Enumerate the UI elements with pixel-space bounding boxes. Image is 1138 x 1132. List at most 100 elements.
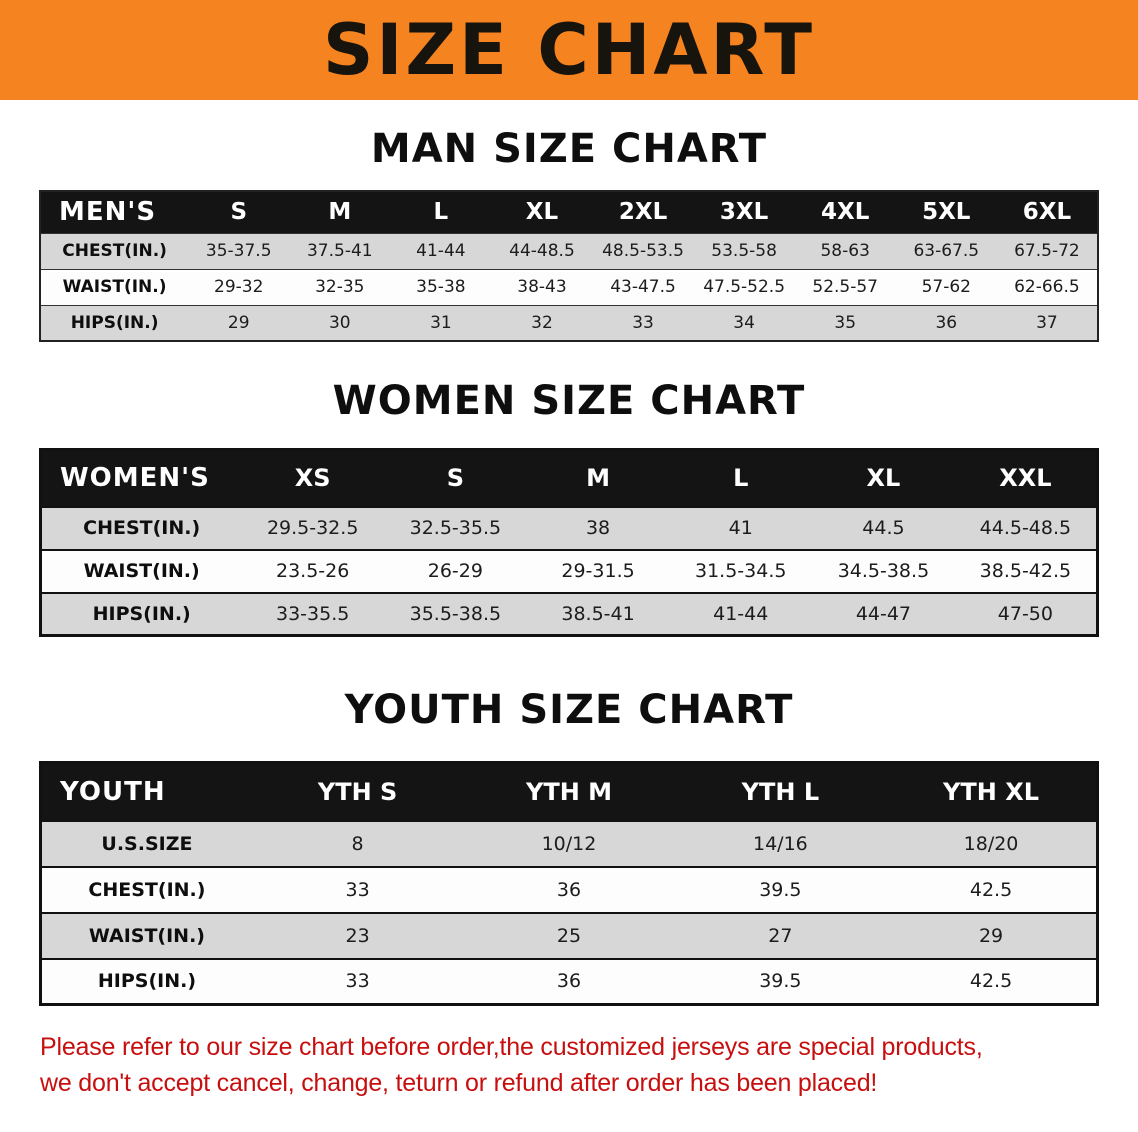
row-label: HIPS(IN.) [40, 957, 252, 1005]
cell: 44.5-48.5 [954, 505, 1098, 550]
mens-size-table: MEN'S S M L XL 2XL 3XL 4XL 5XL 6XL CHEST… [39, 190, 1099, 342]
table-row: U.S.SIZE 8 10/12 14/16 18/20 [40, 819, 1098, 867]
cell: 18/20 [886, 819, 1098, 867]
cell: 32.5-35.5 [384, 505, 527, 550]
table-row: WAIST(IN.) 23 25 27 29 [40, 911, 1098, 959]
cell: 43-47.5 [592, 268, 694, 305]
womens-size-table: WOMEN'S XS S M L XL XXL CHEST(IN.) 29.5-… [39, 448, 1099, 637]
cell: 34.5-38.5 [812, 548, 955, 593]
row-label: CHEST(IN.) [40, 865, 252, 913]
cell: 47-50 [954, 591, 1098, 636]
row-label: HIPS(IN.) [40, 591, 242, 636]
row-label: CHEST(IN.) [40, 232, 189, 269]
cell: 58-63 [794, 232, 896, 269]
cell: 25 [463, 911, 675, 959]
col-header: 4XL [794, 191, 896, 233]
cell: 52.5-57 [794, 268, 896, 305]
row-label: HIPS(IN.) [40, 304, 189, 341]
cell: 39.5 [674, 957, 887, 1005]
cell: 29.5-32.5 [241, 505, 385, 550]
col-header: XS [241, 449, 385, 507]
cell: 29-31.5 [526, 548, 670, 593]
cell: 30 [289, 304, 391, 341]
col-header: 6XL [996, 191, 1098, 233]
col-header: 2XL [592, 191, 694, 233]
cell: 41-44 [669, 591, 813, 636]
cell: 14/16 [674, 819, 887, 867]
womens-table-label: WOMEN'S [40, 449, 242, 507]
cell: 33 [592, 304, 694, 341]
womens-header-row: WOMEN'S XS S M L XL XXL [40, 449, 1098, 507]
man-size-chart-heading: MAN SIZE CHART [370, 126, 768, 172]
cell: 32 [491, 304, 593, 341]
youth-header-row: YOUTH YTH S YTH M YTH L YTH XL [40, 762, 1098, 821]
cell: 23 [251, 911, 464, 959]
cell: 44-47 [812, 591, 955, 636]
row-label: WAIST(IN.) [40, 911, 252, 959]
cell: 31 [390, 304, 492, 341]
cell: 35-37.5 [188, 232, 290, 269]
cell: 35-38 [390, 268, 492, 305]
col-header: L [390, 191, 492, 233]
notice-line-2: we don't accept cancel, change, teturn o… [40, 1068, 878, 1097]
row-label: CHEST(IN.) [40, 505, 242, 550]
col-header: YTH L [674, 762, 887, 821]
cell: 37.5-41 [289, 232, 391, 269]
mens-header-row: MEN'S S M L XL 2XL 3XL 4XL 5XL 6XL [40, 191, 1098, 233]
col-header: YTH M [463, 762, 675, 821]
notice-line-1: Please refer to our size chart before or… [40, 1033, 983, 1061]
cell: 38.5-42.5 [954, 548, 1098, 593]
cell: 36 [463, 957, 675, 1005]
cell: 31.5-34.5 [669, 548, 813, 593]
col-header: M [289, 191, 391, 233]
col-header: S [188, 191, 290, 233]
cell: 47.5-52.5 [693, 268, 795, 305]
col-header: YTH XL [886, 762, 1098, 821]
cell: 32-35 [289, 268, 391, 305]
col-header: XL [491, 191, 593, 233]
cell: 38.5-41 [526, 591, 670, 636]
cell: 29 [188, 304, 290, 341]
table-row: CHEST(IN.) 33 36 39.5 42.5 [40, 865, 1098, 913]
cell: 62-66.5 [996, 268, 1098, 305]
cell: 35 [794, 304, 896, 341]
row-label: WAIST(IN.) [40, 548, 242, 593]
cell: 41 [669, 505, 813, 550]
cell: 44.5 [812, 505, 955, 550]
cell: 29 [886, 911, 1098, 959]
col-header: 3XL [693, 191, 795, 233]
order-notice: Please refer to our size chart before or… [40, 1030, 1138, 1101]
col-header: YTH S [251, 762, 464, 821]
col-header: XXL [954, 449, 1098, 507]
table-row: HIPS(IN.) 29 30 31 32 33 34 35 36 37 [40, 304, 1098, 341]
youth-size-table: YOUTH YTH S YTH M YTH L YTH XL U.S.SIZE … [39, 761, 1099, 1006]
youth-size-chart-heading: YOUTH SIZE CHART [344, 687, 794, 733]
cell: 29-32 [188, 268, 290, 305]
col-header: 5XL [895, 191, 997, 233]
table-row: CHEST(IN.) 35-37.5 37.5-41 41-44 44-48.5… [40, 232, 1098, 269]
col-header: XL [812, 449, 955, 507]
table-row: WAIST(IN.) 23.5-26 26-29 29-31.5 31.5-34… [40, 548, 1098, 593]
cell: 8 [251, 819, 464, 867]
col-header: S [384, 449, 527, 507]
table-row: WAIST(IN.) 29-32 32-35 35-38 38-43 43-47… [40, 268, 1098, 305]
row-label: U.S.SIZE [40, 819, 252, 867]
cell: 67.5-72 [996, 232, 1098, 269]
cell: 10/12 [463, 819, 675, 867]
banner-title: SIZE CHART [322, 9, 816, 91]
mens-table-label: MEN'S [40, 191, 189, 233]
cell: 23.5-26 [241, 548, 385, 593]
cell: 44-48.5 [491, 232, 593, 269]
col-header: M [526, 449, 670, 507]
cell: 27 [674, 911, 887, 959]
table-row: HIPS(IN.) 33-35.5 35.5-38.5 38.5-41 41-4… [40, 591, 1098, 636]
cell: 35.5-38.5 [384, 591, 527, 636]
table-row: HIPS(IN.) 33 36 39.5 42.5 [40, 957, 1098, 1005]
cell: 37 [996, 304, 1098, 341]
table-row: CHEST(IN.) 29.5-32.5 32.5-35.5 38 41 44.… [40, 505, 1098, 550]
cell: 53.5-58 [693, 232, 795, 269]
cell: 34 [693, 304, 795, 341]
cell: 38-43 [491, 268, 593, 305]
col-header: L [669, 449, 813, 507]
youth-table-label: YOUTH [40, 762, 252, 821]
